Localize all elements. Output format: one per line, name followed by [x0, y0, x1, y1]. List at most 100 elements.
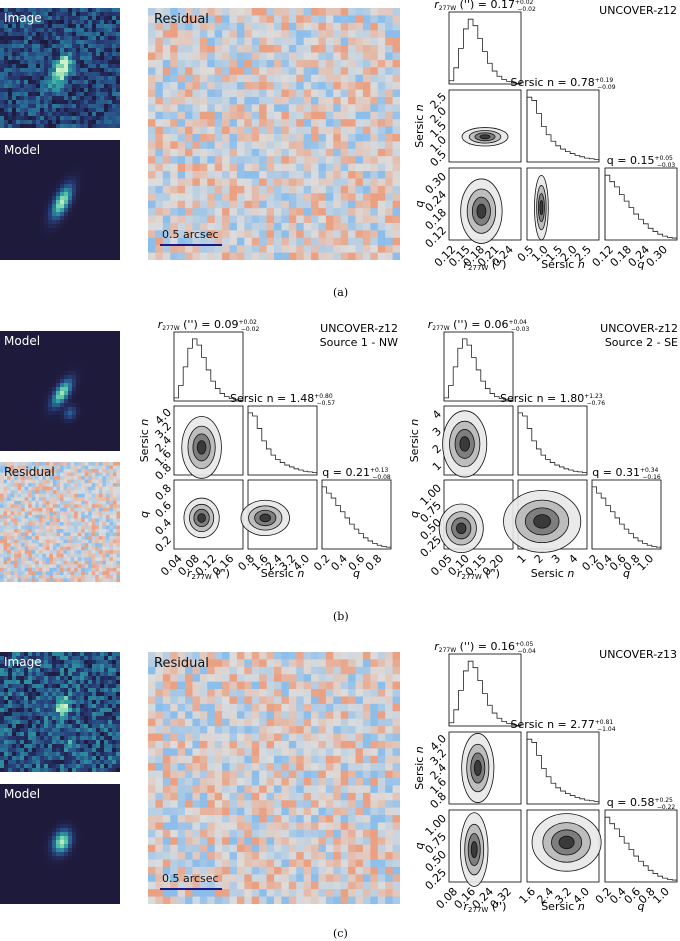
- residual-pixel: [370, 134, 379, 142]
- image-pixel: [104, 192, 109, 197]
- residual-pixel: [162, 15, 171, 24]
- image-pixel: [68, 104, 73, 109]
- residual-pixel: [177, 148, 186, 157]
- image-pixel: [32, 60, 37, 65]
- image-pixel: [16, 216, 21, 221]
- image-pixel: [96, 12, 101, 17]
- image-pixel: [116, 423, 120, 428]
- image-pixel: [88, 76, 93, 81]
- image-pixel: [80, 379, 85, 384]
- residual-pixel: [3, 507, 8, 512]
- residual-pixel: [362, 163, 371, 172]
- residual-pixel: [207, 163, 216, 172]
- image-pixel: [68, 212, 73, 217]
- residual-pixel: [7, 497, 12, 502]
- image-pixel: [60, 96, 65, 101]
- image-pixel: [76, 32, 81, 37]
- image-pixel: [112, 188, 117, 193]
- residual-pixel: [185, 119, 193, 128]
- residual-pixel: [281, 252, 290, 260]
- image-pixel: [112, 168, 117, 173]
- image-pixel: [116, 100, 120, 105]
- image-pixel: [100, 52, 105, 57]
- image-pixel: [44, 44, 49, 49]
- image-pixel: [52, 256, 57, 260]
- image-pixel: [24, 196, 29, 201]
- image-pixel: [96, 88, 101, 93]
- residual-pixel: [116, 518, 120, 523]
- residual-pixel: [112, 483, 117, 488]
- image-pixel: [4, 152, 9, 157]
- residual-pixel: [370, 59, 379, 68]
- image-pixel: [44, 379, 49, 384]
- image-pixel: [32, 92, 37, 97]
- image-pixel: [112, 220, 117, 225]
- image-pixel: [100, 116, 105, 121]
- image-pixel: [24, 52, 29, 57]
- image-pixel: [76, 248, 81, 253]
- image-pixel: [8, 192, 13, 197]
- image-pixel: [20, 347, 25, 352]
- residual-pixel: [199, 222, 208, 231]
- image-pixel: [68, 343, 73, 348]
- image-pixel: [32, 443, 37, 448]
- image-pixel: [84, 399, 89, 404]
- image-pixel: [64, 403, 69, 408]
- residual-pixel: [177, 178, 186, 187]
- residual-pixel: [229, 89, 238, 98]
- image-pixel: [32, 148, 37, 153]
- image-pixel: [4, 236, 9, 241]
- image-pixel: [108, 379, 113, 384]
- image-pixel: [104, 367, 109, 372]
- residual-pixel: [38, 522, 43, 527]
- residual-pixel: [229, 163, 238, 172]
- image-pixel: [96, 220, 101, 225]
- residual-pixel: [362, 8, 371, 16]
- image-pixel: [4, 36, 9, 41]
- image-pixel: [16, 184, 21, 189]
- residual-pixel: [192, 52, 201, 61]
- image-pixel: [80, 84, 85, 89]
- image-pixel: [88, 427, 93, 432]
- residual-pixel: [229, 200, 238, 209]
- residual-pixel: [355, 96, 364, 105]
- image-pixel: [52, 415, 57, 420]
- residual-pixel: [14, 522, 19, 527]
- image-pixel: [24, 168, 29, 173]
- image-pixel: [4, 351, 9, 356]
- image-pixel: [0, 20, 5, 25]
- image-pixel: [80, 331, 85, 336]
- image-pixel: [88, 204, 93, 209]
- image-pixel: [48, 28, 53, 33]
- image-pixel: [32, 28, 37, 33]
- residual-pixel: [185, 237, 193, 246]
- residual-pixel: [333, 237, 342, 246]
- residual-pixel: [392, 193, 400, 202]
- residual-pixel: [340, 96, 349, 105]
- residual-pixel: [355, 8, 364, 16]
- image-pixel: [96, 44, 101, 49]
- image-pixel: [12, 331, 17, 336]
- residual-pixel: [199, 171, 208, 179]
- image-pixel: [16, 240, 21, 245]
- image-pixel: [20, 204, 25, 209]
- image-pixel: [12, 144, 17, 149]
- image-pixel: [108, 435, 113, 440]
- image-pixel: [56, 12, 61, 17]
- image-pixel: [72, 351, 77, 356]
- image-pixel: [60, 48, 65, 53]
- image-pixel: [92, 419, 97, 424]
- image-pixel: [84, 204, 89, 209]
- image-pixel: [80, 228, 85, 233]
- image-pixel: [80, 156, 85, 161]
- residual-pixel: [42, 486, 47, 491]
- residual-pixel: [274, 148, 282, 157]
- image-pixel: [96, 168, 101, 173]
- image-pixel: [28, 96, 33, 101]
- image-pixel: [84, 96, 89, 101]
- residual-pixel: [112, 493, 117, 498]
- residual-pixel: [362, 230, 371, 239]
- image-pixel: [28, 244, 33, 249]
- image-pixel: [88, 68, 93, 73]
- image-pixel: [104, 164, 109, 169]
